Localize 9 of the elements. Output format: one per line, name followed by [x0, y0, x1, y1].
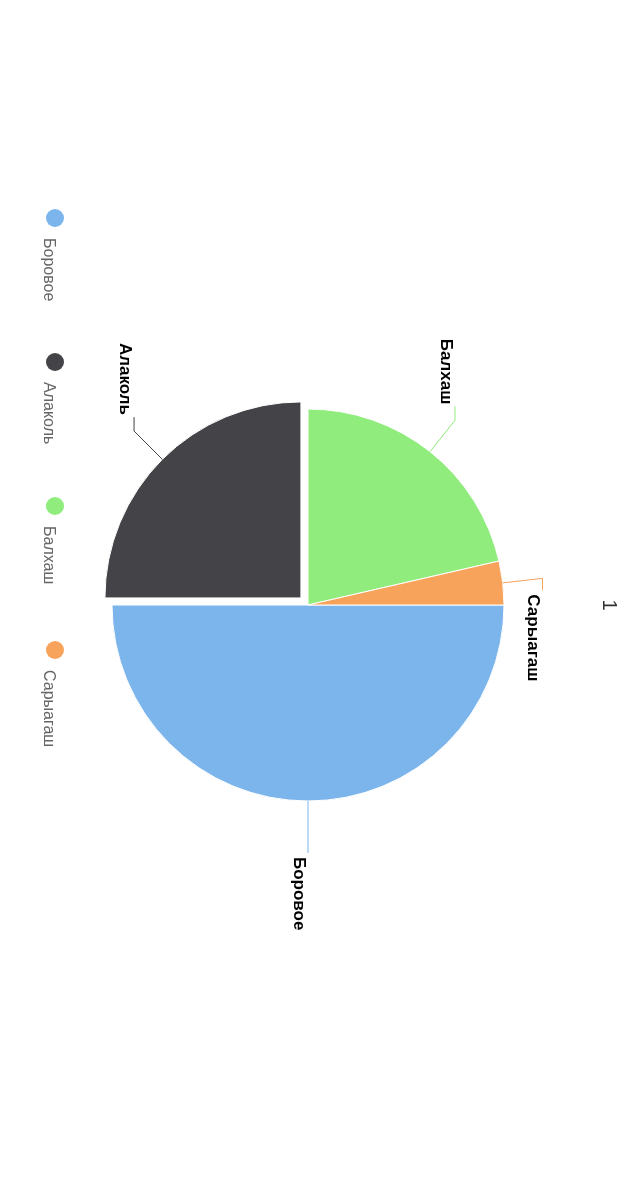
slice-label: Алаколь — [115, 343, 135, 416]
slice-label: Балхаш — [436, 338, 456, 405]
text: 1 — [598, 599, 621, 611]
slice-label: Сарыагаш — [524, 594, 544, 682]
legend-label: Алаколь — [40, 382, 58, 445]
legend-label: Сарыагаш — [40, 670, 58, 748]
slice-label: Боровое — [289, 857, 309, 931]
legend-label: Боровое — [40, 238, 58, 302]
legend-label: Балхаш — [40, 526, 58, 585]
